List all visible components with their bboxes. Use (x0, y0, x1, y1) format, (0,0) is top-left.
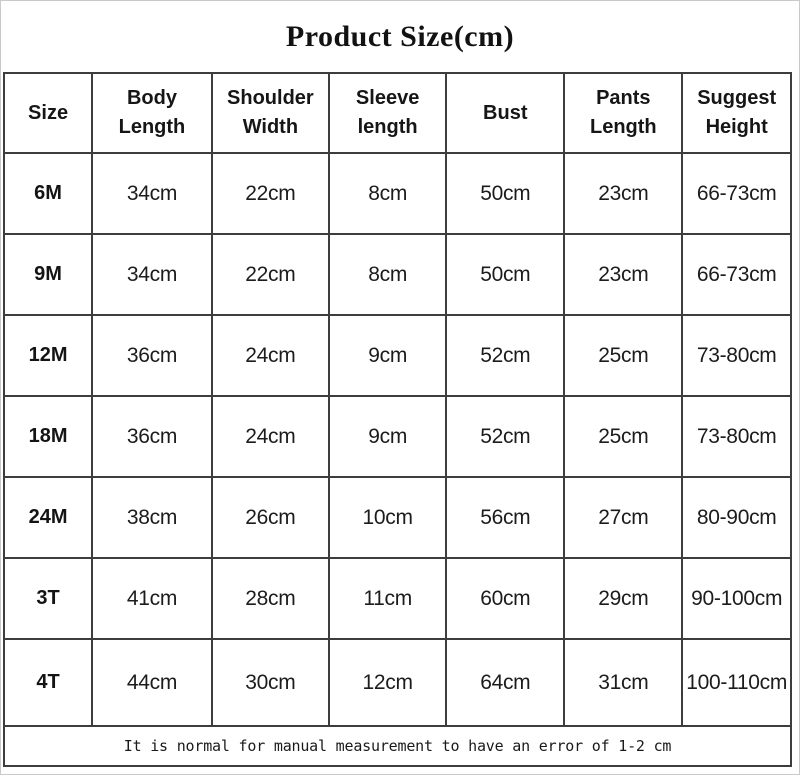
value-cell: 23cm (563, 233, 684, 316)
value-cell: 41cm (91, 557, 213, 640)
value-cell: 12cm (327, 638, 448, 727)
page-title: Product Size(cm) (285, 19, 515, 53)
note-row: It is normal for manual measurement to h… (3, 725, 792, 767)
value-cell: 25cm (563, 395, 684, 478)
value-cell: 56cm (445, 476, 566, 559)
value-cell: 9cm (327, 314, 448, 397)
table-row-3t: 3T 41cm 28cm 11cm 60cm 29cm 90-100cm (2, 557, 792, 640)
value-cell: 100-110cm (681, 638, 792, 727)
table-row-18m: 18M 36cm 24cm 9cm 52cm 25cm 73-80cm (2, 395, 792, 478)
table-row-9m: 9M 34cm 22cm 8cm 50cm 23cm 66-73cm (2, 233, 792, 316)
value-cell: 34cm (91, 233, 213, 316)
column-header-suggest-height: Suggest Height (681, 72, 792, 154)
value-cell: 36cm (91, 314, 213, 397)
column-header-size: Size (2, 72, 94, 154)
value-cell: 24cm (210, 314, 331, 397)
value-cell: 50cm (445, 233, 566, 316)
value-cell: 22cm (210, 152, 331, 235)
table-row-24m: 24M 38cm 26cm 10cm 56cm 27cm 80-90cm (2, 476, 792, 559)
value-cell: 8cm (327, 233, 448, 316)
value-cell: 66-73cm (681, 152, 792, 235)
value-cell: 66-73cm (681, 233, 792, 316)
value-cell: 64cm (445, 638, 566, 727)
value-cell: 30cm (210, 638, 331, 727)
value-cell: 9cm (327, 395, 448, 478)
size-label: 18M (2, 395, 94, 478)
value-cell: 27cm (563, 476, 684, 559)
value-cell: 60cm (445, 557, 566, 640)
value-cell: 29cm (563, 557, 684, 640)
size-label: 9M (2, 233, 94, 316)
value-cell: 26cm (210, 476, 331, 559)
size-table: Size Body Length Shoulder Width Sleeve l… (2, 72, 792, 767)
size-label: 24M (2, 476, 94, 559)
value-cell: 73-80cm (681, 395, 792, 478)
value-cell: 73-80cm (681, 314, 792, 397)
header-row: Size Body Length Shoulder Width Sleeve l… (2, 72, 792, 154)
size-label: 12M (2, 314, 94, 397)
value-cell: 90-100cm (681, 557, 792, 640)
column-header-shoulder-width: Shoulder Width (210, 72, 331, 154)
table-row-4t: 4T 44cm 30cm 12cm 64cm 31cm 100-110cm (2, 638, 792, 727)
value-cell: 24cm (210, 395, 331, 478)
column-header-sleeve-length: Sleeve length (327, 72, 448, 154)
value-cell: 28cm (210, 557, 331, 640)
value-cell: 50cm (445, 152, 566, 235)
value-cell: 36cm (91, 395, 213, 478)
value-cell: 44cm (91, 638, 213, 727)
column-header-body-length: Body Length (91, 72, 213, 154)
table-row-6m: 6M 34cm 22cm 8cm 50cm 23cm 66-73cm (2, 152, 792, 235)
value-cell: 52cm (445, 314, 566, 397)
value-cell: 52cm (445, 395, 566, 478)
value-cell: 80-90cm (681, 476, 792, 559)
value-cell: 8cm (327, 152, 448, 235)
column-header-pants-length: Pants Length (563, 72, 684, 154)
value-cell: 22cm (210, 233, 331, 316)
value-cell: 11cm (327, 557, 448, 640)
measurement-note: It is normal for manual measurement to h… (3, 725, 792, 767)
size-label: 6M (2, 152, 94, 235)
size-label: 4T (2, 638, 94, 727)
size-label: 3T (2, 557, 94, 640)
column-header-bust: Bust (445, 72, 566, 154)
value-cell: 10cm (327, 476, 448, 559)
value-cell: 23cm (563, 152, 684, 235)
value-cell: 34cm (91, 152, 213, 235)
value-cell: 38cm (91, 476, 213, 559)
table-row-12m: 12M 36cm 24cm 9cm 52cm 25cm 73-80cm (2, 314, 792, 397)
value-cell: 25cm (563, 314, 684, 397)
value-cell: 31cm (563, 638, 684, 727)
